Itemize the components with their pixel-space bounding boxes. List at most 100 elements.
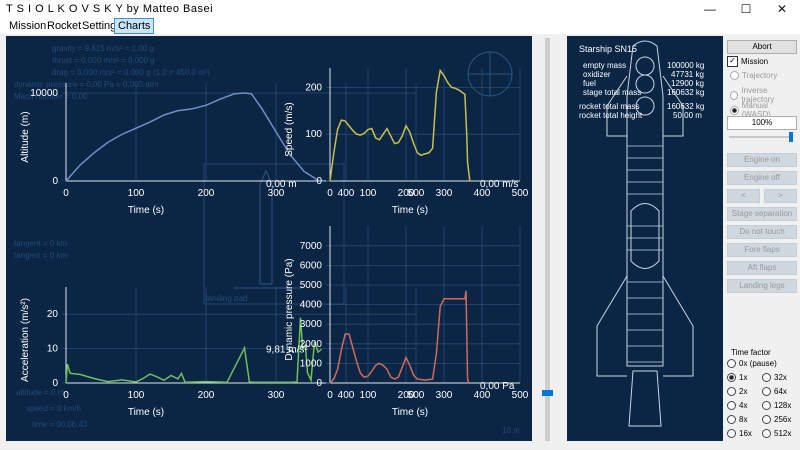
rocket-row-value: 160632 kg: [667, 102, 705, 111]
dynamic_pressure-readout: 0,00 Pa: [480, 381, 515, 392]
menu-charts[interactable]: Charts: [114, 18, 155, 34]
ghost-gravity: gravity = 9,815 m/s² = 1,00 g: [52, 44, 154, 53]
ghost-landing-pad: landing pad: [206, 294, 248, 303]
x-tick-label: 200: [198, 188, 215, 199]
radio-label: 4x: [739, 401, 748, 410]
fore-flaps-button[interactable]: Fore flaps: [727, 243, 797, 257]
time-factor-8x[interactable]: 8x: [727, 415, 747, 424]
y-tick-label: 4000: [300, 300, 323, 311]
time-factor-16x[interactable]: 16x: [727, 429, 752, 438]
radio-inverse-trajectory[interactable]: Inverse trajectory: [730, 86, 797, 104]
x-tick-label: 200: [398, 188, 415, 199]
mission-checkbox[interactable]: ✓ Mission: [727, 56, 768, 67]
time-factor-32x[interactable]: 32x: [762, 373, 787, 382]
radio-label: 128x: [774, 401, 792, 410]
x-tick-label: 300: [436, 188, 453, 199]
maximize-button[interactable]: ☐: [728, 0, 764, 18]
zoom-slider[interactable]: [541, 37, 554, 442]
time-factor-0x[interactable]: 0x (pause): [727, 359, 777, 368]
close-button[interactable]: ✕: [764, 0, 800, 18]
title-bar: T S I O L K O V S K Y by Matteo Basei — …: [0, 0, 800, 18]
slider-thumb[interactable]: [542, 390, 553, 396]
altitude-readout: 0,00 m: [266, 179, 297, 190]
rotate-right-button[interactable]: >: [764, 189, 797, 203]
ghost-tangent-2: tangent = 0 km: [14, 251, 68, 260]
rocket-row-value: 100000 kg: [667, 61, 705, 70]
y-tick-label: 3000: [300, 319, 323, 330]
menu-settings[interactable]: Settings: [82, 20, 122, 32]
time-factor-512x[interactable]: 512x: [762, 429, 791, 438]
rocket-name: Starship SN15: [579, 44, 638, 54]
radio-label: 512x: [774, 429, 792, 438]
y-axis-label: Speed (m/s): [284, 102, 295, 156]
mission-label: Mission: [741, 57, 769, 66]
radio-trajectory[interactable]: Trajectory: [730, 71, 777, 80]
time-factor-64x[interactable]: 64x: [762, 387, 787, 396]
acceleration-readout: 9,81 m/s²: [266, 344, 308, 355]
menu-bar: Mission Rocket Settings Charts: [0, 18, 800, 34]
rocket-row-value: 50,00 m: [673, 111, 702, 120]
abort-button[interactable]: Abort: [727, 40, 797, 54]
y-tick-label: 7000: [300, 241, 323, 252]
acceleration-series-line: [65, 317, 322, 384]
engine-off-button[interactable]: Engine off: [727, 171, 797, 185]
minimize-icon: —: [704, 2, 716, 16]
time-factor-2x[interactable]: 2x: [727, 387, 747, 396]
radio-label: 2x: [739, 387, 748, 396]
radio-label: Trajectory: [742, 71, 778, 80]
menu-mission[interactable]: Mission: [9, 20, 47, 32]
speed-series-line: [329, 68, 471, 182]
y-tick-label: 5000: [300, 280, 323, 291]
engine-on-button[interactable]: Engine on: [727, 153, 797, 167]
minimize-button[interactable]: —: [692, 0, 728, 18]
x-tick-label: 400: [338, 390, 355, 401]
x-tick-label: 500: [408, 188, 425, 199]
time-factor-4x[interactable]: 4x: [727, 401, 747, 410]
ghost-drag: drag = 0,000 m/s² = 0,000 g (1,0 × 450,0…: [52, 68, 211, 77]
y-tick-label: 20: [47, 309, 59, 320]
speed-svg: 0 100 200 300 400 500 0 100 200 Time (s) Speed (m/…: [284, 68, 529, 216]
radio-label: 64x: [774, 387, 787, 396]
ghost-speed: speed = 0 km/h: [26, 404, 81, 413]
x-axis-label: Time (s): [128, 205, 164, 216]
stage-separation-button[interactable]: Stage separation: [727, 207, 797, 221]
rocket-row-label: rocket total height: [579, 111, 643, 120]
rocket-panel: Starship SN15 empty mass 100000 kg oxidi…: [567, 36, 723, 441]
y-tick-label: 100: [305, 129, 322, 140]
x-axis-label: Time (s): [128, 407, 164, 418]
landing-legs-button[interactable]: Landing legs: [727, 279, 797, 293]
radio-label: 1x: [739, 373, 748, 382]
radio-label: 32x: [774, 373, 787, 382]
throttle-display: 100%: [727, 116, 797, 130]
throttle-thumb[interactable]: [789, 132, 793, 142]
radio-label: 16x: [739, 429, 752, 438]
ghost-rocket: [259, 169, 273, 285]
ghost-scale: 10 m: [502, 426, 520, 435]
radio-dot: [730, 90, 739, 100]
rocket-row-value: 12900 kg: [671, 79, 704, 88]
time-factor-128x[interactable]: 128x: [762, 401, 791, 410]
time-factor-label: Time factor: [731, 348, 771, 357]
time-factor-1x[interactable]: 1x: [727, 373, 747, 382]
throttle-slider[interactable]: [727, 132, 795, 142]
x-tick-label: 0: [327, 188, 333, 199]
radio-label: 0x (pause): [739, 359, 777, 368]
x-tick-label: 400: [338, 188, 355, 199]
menu-rocket[interactable]: Rocket: [47, 20, 82, 32]
ghost-time: time = 00:06:43: [32, 420, 88, 429]
radio-manual[interactable]: Manual (WASD): [730, 101, 797, 119]
x-axis-label: Time (s): [392, 407, 428, 418]
x-tick-label: 100: [360, 390, 377, 401]
do-not-touch-button[interactable]: Do not touch: [727, 225, 797, 239]
rocket-row-label: oxidizer: [583, 70, 611, 79]
x-tick-label: 300: [436, 390, 453, 401]
x-tick-label: 0: [63, 390, 69, 401]
rotate-left-button[interactable]: <: [727, 189, 760, 203]
y-tick-label: 1000: [300, 358, 323, 369]
altitude-series-line: [65, 92, 326, 182]
x-tick-label: 100: [128, 188, 145, 199]
time-factor-256x[interactable]: 256x: [762, 415, 791, 424]
x-tick-label: 200: [398, 390, 415, 401]
y-tick-label: 6000: [300, 260, 323, 271]
aft-flaps-button[interactable]: Aft flaps: [727, 261, 797, 275]
